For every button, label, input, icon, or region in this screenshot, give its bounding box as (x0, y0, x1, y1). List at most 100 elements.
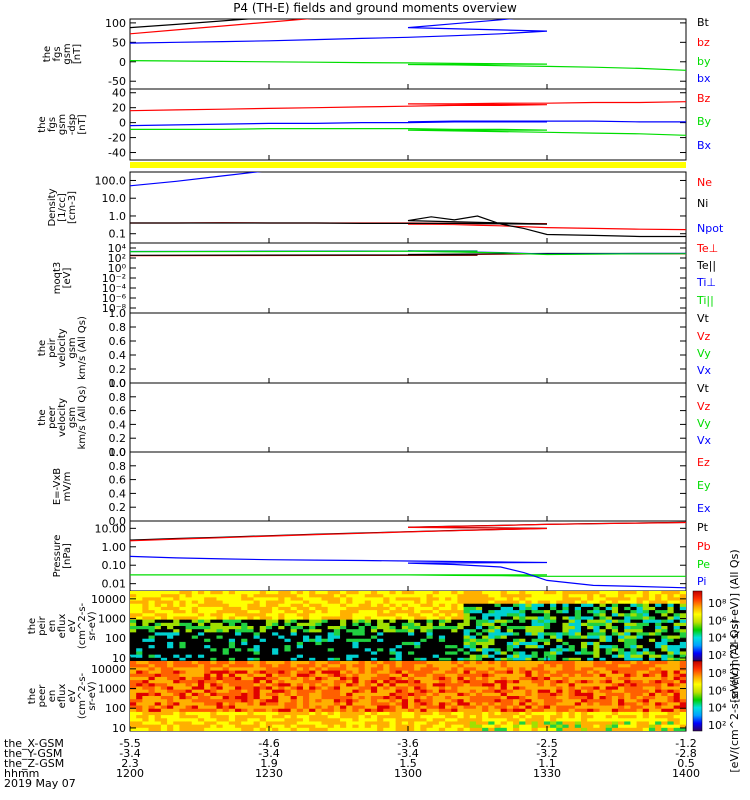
date-label: 2019 May 07 (4, 777, 76, 790)
x-tick-label: 1400 (672, 767, 700, 780)
series-line-Te|| (130, 252, 686, 256)
y-tick-label: 0.2 (109, 363, 127, 376)
x-tick-label: 1.5 (399, 757, 417, 770)
y-axis-label: peir (47, 337, 58, 357)
y-tick-label: 0.0 (109, 446, 127, 459)
x-row-label: hhmm (4, 767, 39, 780)
y-axis-label: en (47, 690, 58, 703)
legend-entry: Vz (697, 330, 711, 343)
y-axis-label: [cm-3] (67, 191, 78, 224)
series-line-Pe (130, 574, 686, 577)
y-axis-label: [eV] (62, 268, 73, 289)
colorbar-8 (692, 590, 703, 662)
y-tick-label: 0 (119, 117, 126, 130)
colorbar-tick-label: 10⁴ (708, 702, 727, 715)
y-axis-label: Density (47, 188, 58, 226)
y-axis-label: the (37, 340, 48, 356)
y-tick-label: 100 (105, 702, 126, 715)
y-tick-label: 1.0 (109, 210, 127, 223)
series-line-Pb (130, 521, 686, 542)
legend-entry: bx (697, 72, 711, 85)
y-tick-label: 0.4 (109, 418, 127, 431)
panel-frame-0 (129, 18, 687, 90)
y-axis-label: mV/m (62, 472, 73, 502)
panel-frame-4 (129, 312, 687, 384)
panel-frame-6 (129, 451, 687, 522)
series-line-Bz (130, 100, 686, 112)
legend-entry: Te⊥ (696, 242, 718, 255)
y-axis-label: velocity (57, 328, 68, 367)
legend-entry: Vz (697, 400, 711, 413)
y-tick-label: 1000 (98, 613, 126, 626)
y-tick-label: 10⁻⁴ (102, 282, 127, 295)
y-tick-label: 10.0 (102, 192, 127, 205)
y-tick-label: 10000 (91, 663, 126, 676)
colorbar-9 (692, 660, 703, 732)
legend-entry: Vx (697, 434, 712, 447)
legend-entry: Npot (697, 222, 724, 235)
x-tick-label: -3.4 (258, 747, 279, 760)
colorbar-label: [eV/(cm^2-s-sr-eV)] (All Qs) (728, 549, 741, 702)
y-tick-label: 0.4 (109, 349, 127, 362)
legend-entry: By (697, 115, 712, 128)
y-tick-label: 100 (105, 17, 126, 30)
legend-entry: by (697, 55, 711, 68)
y-axis-label: moqt3 (52, 262, 63, 295)
colorbar-tick-label: 10⁴ (708, 632, 727, 645)
x-tick-label: 1.1 (538, 757, 556, 770)
series-line-bx (130, 19, 548, 44)
y-axis-label: eflux (57, 614, 68, 639)
y-tick-label: 0.6 (109, 335, 127, 348)
x-row-label: the_X-GSM (4, 737, 64, 750)
y-axis-label: velocity (57, 398, 68, 437)
y-axis-label: km/s (All Qs) (77, 386, 88, 450)
legend-entry: Ex (697, 502, 711, 515)
legend-entry: Vy (697, 417, 711, 430)
y-tick-label: 1.0 (109, 446, 127, 459)
series-line-by (130, 60, 686, 82)
y-tick-label: 100.0 (95, 174, 127, 187)
y-tick-label: 10 (112, 652, 126, 665)
y-axis-label: eflux (57, 684, 68, 709)
y-tick-label: 1.00 (102, 541, 127, 554)
colorbar-tick-label: 10⁶ (708, 684, 727, 697)
legend-entry: Ti|| (696, 294, 714, 307)
y-tick-label: 0.01 (102, 578, 127, 591)
y-axis-label: (cm^2-s- (77, 602, 88, 649)
legend-entry: Ez (697, 456, 710, 469)
y-axis-label: E=-VxB (52, 468, 63, 505)
y-tick-label: 20 (112, 102, 126, 115)
series-line-Bx (130, 120, 686, 128)
legend-entry: Pt (697, 521, 709, 534)
y-tick-label: 10 (112, 722, 126, 735)
x-tick-label: -3.4 (397, 747, 418, 760)
y-axis-label: eV (67, 619, 78, 632)
legend-entry: Ey (697, 479, 711, 492)
y-tick-label: 10⁻⁸ (102, 302, 127, 315)
y-tick-label: 0.8 (109, 460, 127, 473)
colorbar-tick-label: 10⁸ (708, 667, 727, 680)
colorbar-label: [eV/(cm^2-s-sr-eV)] (All Qs) (728, 619, 741, 772)
legend-entry: Bx (697, 139, 712, 152)
legend-entry: Bz (697, 92, 711, 105)
x-tick-label: -2.8 (675, 747, 696, 760)
y-axis-label: km/s (All Qs) (77, 316, 88, 380)
page-title: P4 (TH-E) fields and ground moments over… (233, 1, 517, 15)
y-axis-label: peer (47, 405, 58, 429)
y-tick-label: 0.4 (109, 487, 127, 500)
status-bar (130, 162, 686, 168)
legend-entry: Ti⊥ (696, 276, 716, 289)
x-tick-label: 1230 (255, 767, 283, 780)
y-tick-label: 10² (108, 252, 126, 265)
y-axis-label: -dsp (67, 114, 78, 136)
legend-entry: Vt (697, 312, 710, 325)
y-tick-label: 0.8 (109, 391, 127, 404)
y-axis-label: peir (37, 615, 48, 635)
x-tick-label: 1200 (116, 767, 144, 780)
y-tick-label: 0.10 (102, 559, 127, 572)
y-tick-label: -20 (108, 132, 126, 145)
legend-entry: bz (697, 36, 710, 49)
series-line-By (130, 128, 686, 143)
y-axis-label: Pressure (52, 535, 63, 578)
y-axis-label: (cm^2-s- (77, 672, 88, 719)
